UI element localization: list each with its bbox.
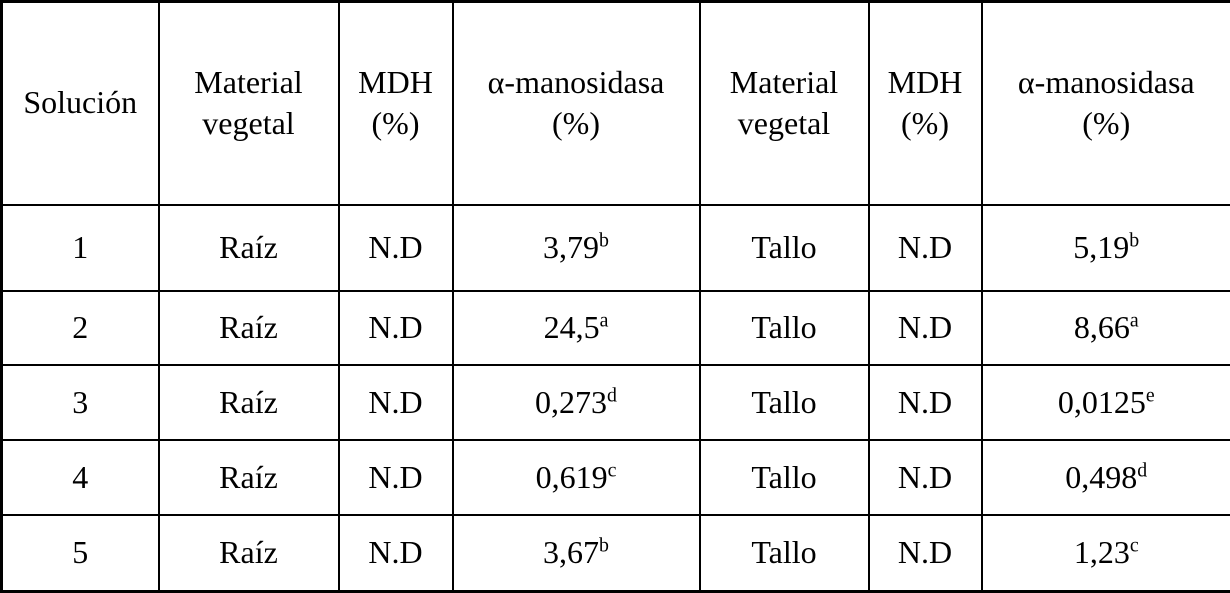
header-label: (%) bbox=[983, 103, 1230, 145]
cell-mdh-1: N.D bbox=[339, 440, 453, 515]
cell-mdh-2: N.D bbox=[869, 291, 982, 365]
header-label: vegetal bbox=[160, 103, 338, 145]
cell-mdh-1: N.D bbox=[339, 205, 453, 291]
significance-letter: a bbox=[1130, 309, 1139, 331]
cell-material-1: Raíz bbox=[159, 365, 339, 440]
header-label: Solución bbox=[3, 82, 158, 124]
cell-material-1: Raíz bbox=[159, 440, 339, 515]
cell-manosidasa-1: 24,5a bbox=[453, 291, 700, 365]
significance-letter: b bbox=[599, 535, 609, 557]
cell-manosidasa-2: 5,19b bbox=[982, 205, 1230, 291]
header-label: vegetal bbox=[701, 103, 868, 145]
cell-manosidasa-2: 8,66a bbox=[982, 291, 1230, 365]
significance-letter: b bbox=[599, 229, 609, 251]
cell-mdh-2: N.D bbox=[869, 365, 982, 440]
header-manosidasa-1: α-manosidasa (%) bbox=[453, 2, 700, 205]
significance-letter: a bbox=[600, 309, 609, 331]
cell-manosidasa-2: 0,0125e bbox=[982, 365, 1230, 440]
cell-material-2: Tallo bbox=[700, 440, 869, 515]
header-mdh-2: MDH (%) bbox=[869, 2, 982, 205]
header-label: MDH bbox=[870, 62, 981, 104]
header-label: (%) bbox=[454, 103, 699, 145]
cell-mdh-2: N.D bbox=[869, 205, 982, 291]
cell-material-1: Raíz bbox=[159, 291, 339, 365]
table-row: 1 Raíz N.D 3,79b Tallo N.D 5,19b bbox=[2, 205, 1230, 291]
value-text: 0,0125 bbox=[1058, 384, 1146, 420]
header-label: MDH bbox=[340, 62, 452, 104]
significance-letter: b bbox=[1129, 229, 1139, 251]
cell-solucion: 4 bbox=[2, 440, 159, 515]
significance-letter: c bbox=[608, 459, 617, 481]
header-material-vegetal-2: Material vegetal bbox=[700, 2, 869, 205]
cell-manosidasa-1: 3,67b bbox=[453, 515, 700, 592]
cell-material-2: Tallo bbox=[700, 291, 869, 365]
value-text: 24,5 bbox=[544, 309, 600, 345]
header-solucion: Solución bbox=[2, 2, 159, 205]
cell-solucion: 3 bbox=[2, 365, 159, 440]
cell-mdh-2: N.D bbox=[869, 440, 982, 515]
table-row: 2 Raíz N.D 24,5a Tallo N.D 8,66a bbox=[2, 291, 1230, 365]
header-label: Material bbox=[701, 62, 868, 104]
cell-material-2: Tallo bbox=[700, 205, 869, 291]
header-material-vegetal-1: Material vegetal bbox=[159, 2, 339, 205]
header-row: Solución Material vegetal MDH (%) α-mano… bbox=[2, 2, 1230, 205]
cell-solucion: 2 bbox=[2, 291, 159, 365]
value-text: 0,273 bbox=[535, 384, 607, 420]
significance-letter: d bbox=[607, 384, 617, 406]
cell-material-2: Tallo bbox=[700, 365, 869, 440]
value-text: 0,619 bbox=[536, 459, 608, 495]
header-label: Material bbox=[160, 62, 338, 104]
table-row: 5 Raíz N.D 3,67b Tallo N.D 1,23c bbox=[2, 515, 1230, 592]
cell-solucion: 5 bbox=[2, 515, 159, 592]
cell-material-1: Raíz bbox=[159, 515, 339, 592]
cell-manosidasa-2: 1,23c bbox=[982, 515, 1230, 592]
cell-manosidasa-1: 0,619c bbox=[453, 440, 700, 515]
table-row: 4 Raíz N.D 0,619c Tallo N.D 0,498d bbox=[2, 440, 1230, 515]
value-text: 3,67 bbox=[543, 534, 599, 570]
header-manosidasa-2: α-manosidasa (%) bbox=[982, 2, 1230, 205]
value-text: 0,498 bbox=[1065, 459, 1137, 495]
header-label: α-manosidasa bbox=[454, 62, 699, 104]
value-text: 3,79 bbox=[543, 229, 599, 265]
value-text: 5,19 bbox=[1073, 229, 1129, 265]
header-label: (%) bbox=[340, 103, 452, 145]
value-text: 8,66 bbox=[1074, 309, 1130, 345]
cell-solucion: 1 bbox=[2, 205, 159, 291]
significance-letter: c bbox=[1130, 535, 1139, 557]
significance-letter: e bbox=[1146, 384, 1155, 406]
table-row: 3 Raíz N.D 0,273d Tallo N.D 0,0125e bbox=[2, 365, 1230, 440]
value-text: 1,23 bbox=[1074, 534, 1130, 570]
header-mdh-1: MDH (%) bbox=[339, 2, 453, 205]
cell-mdh-1: N.D bbox=[339, 291, 453, 365]
cell-manosidasa-1: 0,273d bbox=[453, 365, 700, 440]
cell-mdh-2: N.D bbox=[869, 515, 982, 592]
cell-mdh-1: N.D bbox=[339, 365, 453, 440]
cell-manosidasa-2: 0,498d bbox=[982, 440, 1230, 515]
cell-material-2: Tallo bbox=[700, 515, 869, 592]
header-label: (%) bbox=[870, 103, 981, 145]
cell-manosidasa-1: 3,79b bbox=[453, 205, 700, 291]
significance-letter: d bbox=[1137, 459, 1147, 481]
header-label: α-manosidasa bbox=[983, 62, 1230, 104]
cell-mdh-1: N.D bbox=[339, 515, 453, 592]
cell-material-1: Raíz bbox=[159, 205, 339, 291]
